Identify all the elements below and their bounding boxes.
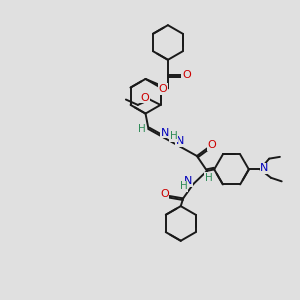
Text: O: O bbox=[141, 93, 149, 103]
Text: O: O bbox=[160, 189, 169, 199]
Text: N: N bbox=[161, 128, 170, 138]
Text: H: H bbox=[180, 182, 188, 191]
Text: O: O bbox=[159, 84, 167, 94]
Text: N: N bbox=[176, 136, 184, 146]
Text: N: N bbox=[184, 176, 192, 186]
Text: H: H bbox=[170, 131, 178, 141]
Text: O: O bbox=[207, 140, 216, 150]
Text: H: H bbox=[138, 124, 146, 134]
Text: H: H bbox=[205, 173, 212, 183]
Text: N: N bbox=[260, 163, 269, 173]
Text: O: O bbox=[182, 70, 191, 80]
